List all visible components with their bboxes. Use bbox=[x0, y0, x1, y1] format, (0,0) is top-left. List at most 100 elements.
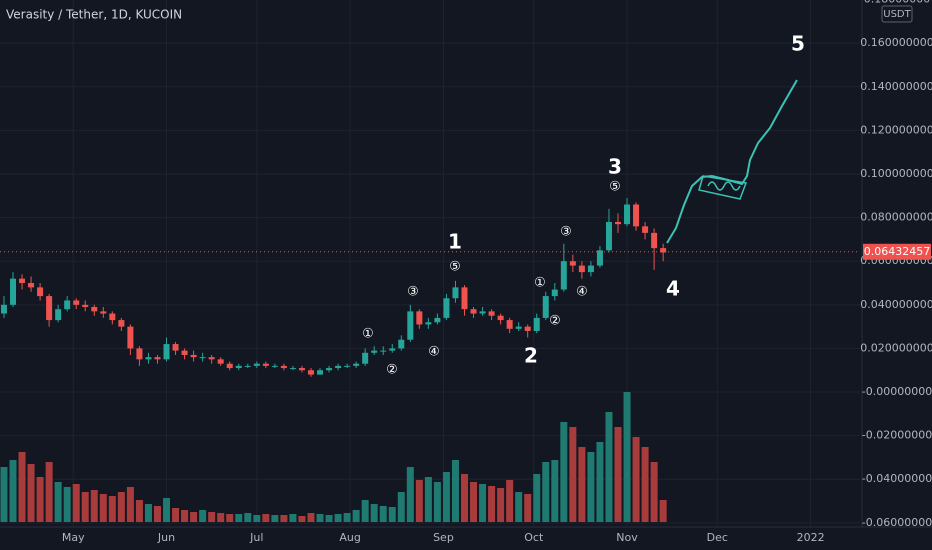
candle-body bbox=[470, 309, 477, 314]
candle-body bbox=[199, 357, 206, 359]
last-price-badge bbox=[863, 243, 931, 260]
volume-bar bbox=[379, 506, 387, 522]
candle-body bbox=[587, 265, 594, 273]
volume-bar bbox=[117, 492, 125, 522]
candle-body bbox=[560, 261, 567, 290]
x-tick-label: 2022 bbox=[797, 531, 825, 544]
volume-bar bbox=[433, 482, 441, 522]
candle-body bbox=[398, 339, 405, 349]
volume-bar bbox=[144, 504, 152, 522]
wave-label: 5 bbox=[791, 32, 805, 56]
candle-body bbox=[389, 348, 396, 351]
volume-bar bbox=[479, 484, 487, 522]
volume-bar bbox=[135, 500, 143, 522]
volume-bar bbox=[650, 462, 658, 522]
candle-body bbox=[452, 287, 459, 299]
wave-label: ⑤ bbox=[449, 260, 461, 275]
volume-bar bbox=[153, 506, 161, 522]
volume-bar bbox=[605, 412, 613, 522]
volume-bar bbox=[108, 496, 116, 522]
x-tick-label: Jul bbox=[249, 531, 263, 544]
candle-body bbox=[307, 370, 314, 375]
volume-bar bbox=[235, 514, 243, 522]
wave-label: 2 bbox=[524, 344, 538, 368]
candle-body bbox=[380, 350, 387, 352]
y-tick-label: 0.140000000 bbox=[860, 80, 932, 93]
volume-bar bbox=[506, 480, 514, 522]
candle-body bbox=[262, 363, 269, 366]
candle-body bbox=[371, 350, 378, 353]
volume-bar bbox=[253, 515, 261, 522]
candle-body bbox=[226, 363, 233, 369]
volume-bar bbox=[632, 437, 640, 522]
x-tick-label: Jun bbox=[157, 531, 175, 544]
candle-body bbox=[326, 368, 333, 371]
wave-label: ① bbox=[362, 327, 374, 342]
wave-label: ② bbox=[386, 363, 398, 378]
candle-body bbox=[651, 232, 658, 249]
candle-body bbox=[154, 357, 161, 360]
volume-bar bbox=[36, 477, 44, 522]
candle-body bbox=[235, 365, 242, 369]
candle-body bbox=[497, 315, 504, 321]
volume-bar bbox=[325, 515, 333, 522]
volume-bar bbox=[641, 447, 649, 522]
y-tick-label: -0.00000000 bbox=[862, 385, 932, 398]
y-tick-label: -0.06000000 bbox=[862, 516, 932, 529]
candle-body bbox=[190, 354, 197, 358]
volume-bar bbox=[343, 513, 351, 522]
candle-body bbox=[596, 250, 603, 266]
volume-bar bbox=[623, 392, 631, 522]
x-tick-label: May bbox=[62, 531, 85, 544]
candle-body bbox=[542, 296, 549, 318]
candle-body bbox=[0, 304, 7, 314]
candle-body bbox=[416, 311, 423, 325]
candle-body bbox=[73, 300, 80, 305]
volume-bar bbox=[460, 474, 468, 522]
wave-label: ④ bbox=[576, 285, 588, 300]
volume-bar bbox=[614, 427, 622, 522]
grid bbox=[0, 0, 860, 527]
candle-body bbox=[642, 226, 649, 233]
candle-body bbox=[353, 363, 360, 366]
y-tick-label: 0.020000000 bbox=[860, 341, 932, 354]
volume-bar bbox=[569, 427, 577, 522]
volume-bar bbox=[659, 500, 667, 522]
volume-bar bbox=[587, 452, 595, 522]
volume-bar bbox=[542, 462, 550, 522]
candle-body bbox=[488, 311, 495, 316]
projection-path bbox=[666, 79, 798, 244]
volume-bar bbox=[307, 513, 315, 522]
volume-bar bbox=[470, 482, 478, 522]
candle-body bbox=[118, 320, 125, 327]
candle-body bbox=[407, 311, 414, 340]
wave-label: 3 bbox=[608, 155, 622, 179]
wave-label: ③ bbox=[407, 285, 419, 300]
candle-body bbox=[37, 287, 44, 297]
x-tick-label: Oct bbox=[524, 531, 544, 544]
volume-bar bbox=[181, 510, 189, 522]
volume-bar bbox=[54, 482, 62, 522]
marks bbox=[0, 197, 667, 522]
volume-bar bbox=[406, 467, 414, 522]
volume-bar bbox=[126, 487, 134, 522]
volume-bar bbox=[244, 513, 252, 522]
volume-bar bbox=[163, 498, 171, 522]
candle-body bbox=[82, 304, 89, 307]
candle-body bbox=[344, 365, 351, 367]
volume-bar bbox=[262, 514, 270, 522]
candle-body bbox=[145, 357, 152, 360]
y-tick-label: 0.080000000 bbox=[860, 211, 932, 224]
candle-body bbox=[479, 311, 486, 314]
candle-body bbox=[28, 283, 35, 288]
candle-body bbox=[335, 365, 342, 369]
candle-body bbox=[660, 248, 667, 253]
volume-bar bbox=[90, 490, 98, 522]
candle-body bbox=[91, 306, 98, 312]
candle-body bbox=[10, 278, 17, 305]
candle-body bbox=[109, 313, 116, 321]
candle-body bbox=[46, 296, 53, 321]
candle-body bbox=[317, 370, 324, 375]
